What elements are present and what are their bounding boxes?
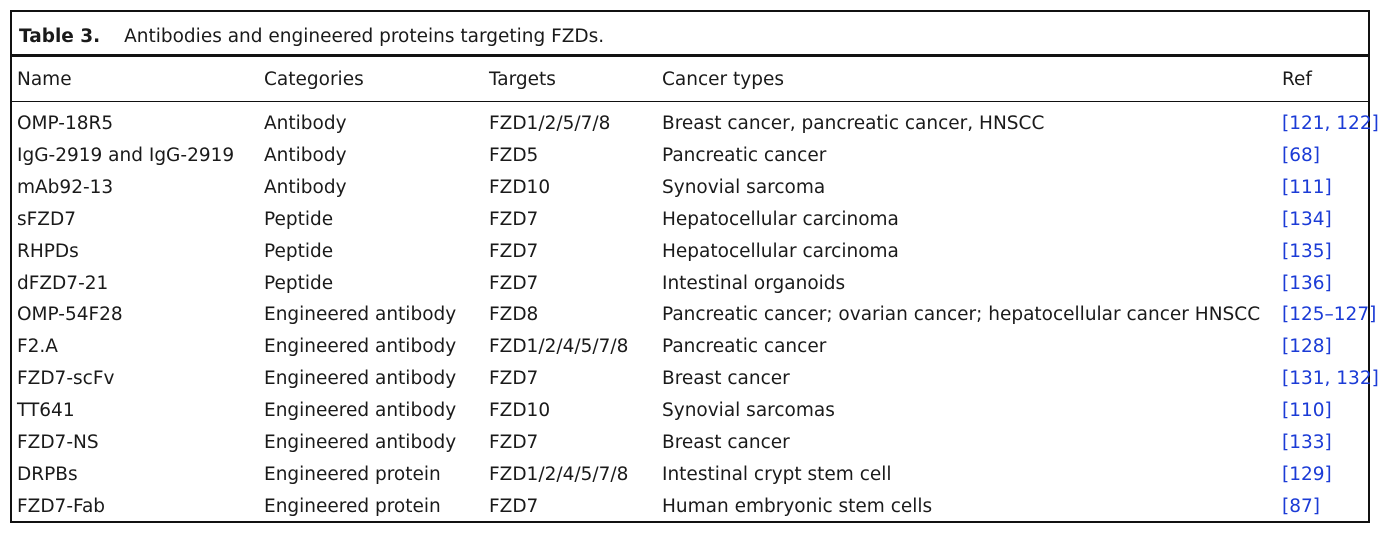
cell-cancer-types: Human embryonic stem cells [662,495,933,517]
table-title: Antibodies and engineered proteins targe… [124,26,605,47]
reference-link[interactable]: [111] [1282,176,1332,198]
caption-divider [12,54,1368,57]
reference-link[interactable]: [135] [1282,240,1332,262]
cell-targets: FZD7 [489,368,539,390]
reference-link[interactable]: [134] [1282,208,1332,230]
reference-link[interactable]: [131, 132] [1282,368,1379,390]
reference-link[interactable]: [125–127] [1282,304,1377,326]
cell-category: Antibody [264,176,347,198]
cell-category: Engineered protein [264,495,441,517]
cell-targets: FZD1/2/4/5/7/8 [489,463,629,485]
cell-name: F2.A [17,336,58,358]
cell-targets: FZD5 [489,144,539,166]
cell-name: IgG-2919 and IgG-2919 [17,144,235,166]
cell-name: FZD7-scFv [17,368,115,390]
cell-targets: FZD1/2/5/7/8 [489,113,611,134]
table-label: Table 3. [19,26,101,47]
cell-category: Engineered antibody [264,336,457,358]
cell-name: mAb92-13 [17,176,114,198]
cell-name: DRPBs [17,463,78,485]
header-categories: Categories [264,69,364,90]
table-frame: Table 3. Antibodies and engineered prote… [10,10,1379,523]
cell-cancer-types: Synovial sarcomas [662,400,835,422]
table-row: FZD7-NS Engineered antibody FZD7 Breast can… [12,427,1368,459]
cell-targets: FZD10 [489,176,551,198]
header-cancer-types: Cancer types [662,69,784,90]
table-row: RHPDs Peptide FZD7 Hepatocellular carcinoma… [12,236,1368,268]
cell-category: Peptide [264,208,334,230]
cell-name: OMP-54F28 [17,304,123,326]
table-row: mAb92-13 Antibody FZD10 Synovial sarcoma [11… [12,172,1368,204]
cell-name: TT641 [17,400,75,422]
cell-name: FZD7-NS [17,432,99,453]
cell-targets: FZD8 [489,304,539,326]
cell-name: OMP-18R5 [17,113,114,134]
cell-cancer-types: Breast cancer, pancreatic cancer, HNSCC [662,113,1045,134]
table-header-row: Name Categories Targets Cancer types Ref [12,64,1368,96]
cell-cancer-types: Hepatocellular carcinoma [662,240,899,262]
cell-targets: FZD7 [489,272,539,294]
table-row: OMP-18R5 Antibody FZD1/2/5/7/8 Breast cance… [12,108,1379,140]
reference-link[interactable]: [128] [1282,336,1332,358]
cell-category: Engineered antibody [264,304,457,326]
cell-category: Antibody [264,144,347,166]
reference-link[interactable]: [136] [1282,272,1332,294]
cell-targets: FZD7 [489,432,539,453]
cell-cancer-types: Pancreatic cancer [662,336,827,358]
cell-category: Engineered antibody [264,400,457,422]
header-ref: Ref [1282,69,1312,90]
cell-cancer-types: Breast cancer [662,368,790,390]
cell-cancer-types: Intestinal crypt stem cell [662,463,892,485]
table-row: IgG-2919 and IgG-2919 Antibody FZD5 Pancrea… [12,140,1368,172]
cell-targets: FZD1/2/4/5/7/8 [489,336,629,358]
cell-category: Peptide [264,240,334,262]
table-row: sFZD7 Peptide FZD7 Hepatocellular carcinoma… [12,204,1368,236]
table-row: OMP-54F28 Engineered antibody FZD8 Pancreat… [12,299,1376,331]
reference-link[interactable]: [129] [1282,463,1332,485]
table-row: FZD7-scFv Engineered antibody FZD7 Breast c… [12,363,1379,395]
cell-cancer-types: Hepatocellular carcinoma [662,208,899,230]
reference-link[interactable]: [87] [1282,495,1320,517]
header-name: Name [17,69,72,90]
header-divider [12,101,1368,102]
cell-name: RHPDs [17,240,79,262]
cell-cancer-types: Pancreatic cancer; ovarian cancer; hepat… [662,304,1261,326]
header-targets: Targets [489,69,556,90]
cell-cancer-types: Synovial sarcoma [662,176,826,198]
cell-cancer-types: Intestinal organoids [662,272,846,294]
cell-targets: FZD10 [489,400,551,422]
table-row: DRPBs Engineered protein FZD1/2/4/5/7/8 Int… [12,459,1368,491]
reference-link[interactable]: [121, 122] [1282,113,1379,134]
reference-link[interactable]: [68] [1282,144,1320,166]
cell-cancer-types: Breast cancer [662,432,790,453]
table-row: FZD7-Fab Engineered protein FZD7 Human embr… [12,491,1368,523]
cell-category: Engineered antibody [264,432,457,453]
cell-name: sFZD7 [17,208,76,230]
cell-category: Antibody [264,113,347,134]
cell-targets: FZD7 [489,495,539,517]
cell-targets: FZD7 [489,208,539,230]
table-row: F2.A Engineered antibody FZD1/2/4/5/7/8 Pan… [12,331,1368,363]
cell-category: Engineered protein [264,463,441,485]
reference-link[interactable]: [133] [1282,432,1332,453]
cell-category: Peptide [264,272,334,294]
table-caption: Table 3. Antibodies and engineered prote… [19,19,604,55]
cell-cancer-types: Pancreatic cancer [662,144,827,166]
reference-link[interactable]: [110] [1282,400,1332,422]
cell-category: Engineered antibody [264,368,457,390]
cell-name: FZD7-Fab [17,495,106,517]
table-row: TT641 Engineered antibody FZD10 Synovial sa… [12,395,1368,427]
cell-targets: FZD7 [489,240,539,262]
cell-name: dFZD7-21 [17,272,109,294]
table-row: dFZD7-21 Peptide FZD7 Intestinal organoids [… [12,268,1368,300]
